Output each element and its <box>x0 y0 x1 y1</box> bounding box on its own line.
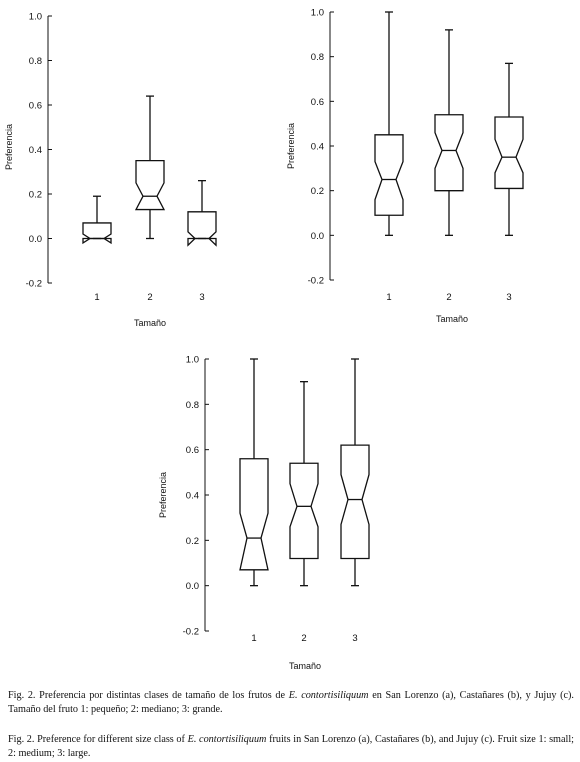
x-axis-title: Tamaño <box>289 661 321 671</box>
y-axis-title: Preferencia <box>286 123 296 169</box>
boxplot-chart-a: 1.0 0.8 0.6 0.4 0.2 0.0 -0.2 1 2 3 Tamaño Preferenc… <box>0 0 290 335</box>
box-1 <box>82 195 112 245</box>
y-tick-label: 0.6 <box>29 101 42 112</box>
y-tick-label: 0.0 <box>311 231 324 242</box>
box-body <box>187 211 217 247</box>
y-tick-label: 1.0 <box>186 355 199 366</box>
box-3 <box>187 179 217 247</box>
caption-en-text-1: Fig. 2. Preference for different size cl… <box>8 734 188 745</box>
box-3 <box>340 358 370 587</box>
box-body <box>434 114 464 192</box>
x-tick-label: 1 <box>94 292 99 303</box>
box-body <box>289 462 319 560</box>
y-tick-label: -0.2 <box>26 279 42 290</box>
y-tick-label: 0.8 <box>311 52 324 63</box>
y-tick-label: 0.0 <box>29 234 42 245</box>
x-tick-label: 3 <box>352 633 357 644</box>
x-tick-label: 2 <box>446 292 451 303</box>
x-tick-label: 3 <box>506 292 511 303</box>
y-tick-label: 0.2 <box>186 536 199 547</box>
box-2 <box>434 29 464 236</box>
caption-es-text-2: en San Lorenzo (a), Castañares (b), y Ju… <box>8 690 574 715</box>
box-body <box>374 134 404 216</box>
y-tick-label: 0.4 <box>29 145 42 156</box>
y-axis-title: Preferencia <box>4 124 14 170</box>
box-2 <box>289 381 319 587</box>
y-tick-label: 1.0 <box>29 12 42 23</box>
chart-svg: 1.0 0.8 0.6 0.4 0.2 0.0 -0.2 1 2 3 Tamaño Preferenc… <box>286 8 524 324</box>
box-body <box>494 116 524 190</box>
y-tick-label: 0.6 <box>311 97 324 108</box>
chart-svg: 1.0 0.8 0.6 0.4 0.2 0.0 -0.2 1 2 3 Tamaño Preferenc… <box>158 355 370 671</box>
y-tick-label: 1.0 <box>311 8 324 19</box>
boxplot-chart-c: 1.0 0.8 0.6 0.4 0.2 0.0 -0.2 1 2 3 Tamaño Preferenc… <box>150 345 420 675</box>
y-tick-label: 0.8 <box>186 400 199 411</box>
figure-caption-spanish: Fig. 2. Preferencia por distintas clases… <box>8 689 574 716</box>
caption-es-text-1: Fig. 2. Preferencia por distintas clases… <box>8 690 289 701</box>
y-axis-title: Preferencia <box>158 472 168 518</box>
x-axis-title: Tamaño <box>436 314 468 324</box>
y-tick-label: -0.2 <box>308 276 324 287</box>
y-tick-label: 0.4 <box>311 142 324 153</box>
box-body <box>82 222 112 245</box>
x-tick-label: 3 <box>199 292 204 303</box>
boxplot-chart-b: 1.0 0.8 0.6 0.4 0.2 0.0 -0.2 1 2 3 Tamaño Preferenc… <box>280 0 580 335</box>
y-tick-label: 0.4 <box>186 491 199 502</box>
box-1 <box>239 358 269 587</box>
x-axis-title: Tamaño <box>134 318 166 328</box>
caption-es-species: E. contortisiliquum <box>288 690 369 701</box>
y-tick-label: 0.0 <box>186 581 199 592</box>
box-1 <box>374 11 404 236</box>
box-body <box>134 159 166 211</box>
x-tick-label: 2 <box>301 633 306 644</box>
x-tick-label: 1 <box>251 633 256 644</box>
y-tick-label: -0.2 <box>183 627 199 638</box>
figure-caption-english: Fig. 2. Preference for different size cl… <box>8 733 574 760</box>
y-tick-label: 0.2 <box>311 186 324 197</box>
box-2 <box>134 95 166 240</box>
box-3 <box>494 62 524 236</box>
y-tick-label: 0.8 <box>29 56 42 67</box>
box-body <box>340 444 370 560</box>
box-body <box>239 458 269 571</box>
y-tick-label: 0.2 <box>29 190 42 201</box>
caption-en-species: E. contortisiliquum <box>187 734 267 745</box>
caption-en-text-2: fruits in San Lorenzo (a), Castañares (b… <box>8 734 574 759</box>
chart-svg: 1.0 0.8 0.6 0.4 0.2 0.0 -0.2 1 2 3 Tamaño Preferenc… <box>4 12 217 328</box>
y-tick-label: 0.6 <box>186 445 199 456</box>
x-tick-label: 1 <box>386 292 391 303</box>
x-tick-label: 2 <box>147 292 152 303</box>
